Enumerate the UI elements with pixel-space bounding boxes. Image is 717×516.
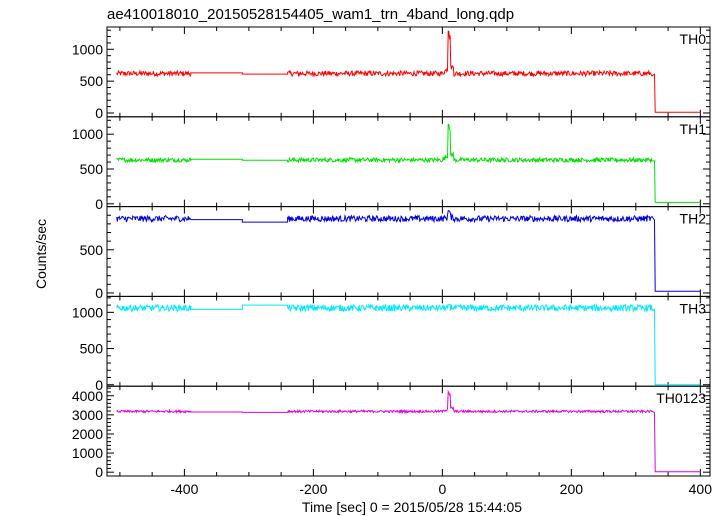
y-tick-label: 0 (95, 377, 103, 393)
panel-th3: 0 500 1000 TH3 (72, 295, 711, 393)
y-tick-label: 4000 (72, 388, 103, 404)
y-tick-label: 2000 (72, 426, 103, 442)
y-tick-label: 0 (95, 105, 103, 121)
panel-frame (106, 116, 711, 208)
panel-frame (106, 385, 711, 477)
y-tick-label: 1000 (72, 41, 103, 57)
panel-th1: 0 500 1000 TH1 (72, 116, 711, 212)
panel-label: TH0 (680, 31, 707, 47)
x-axis-label: Time [sec] 0 = 2015/05/28 15:44:05 (302, 499, 522, 515)
y-tick-label: 500 (80, 161, 104, 177)
x-tick-label: -200 (299, 481, 327, 497)
x-tick-label: 200 (560, 481, 584, 497)
y-axis-label: Counts/sec (33, 219, 49, 289)
y-tick-label: 0 (95, 196, 103, 212)
series-line-th3 (116, 302, 701, 386)
y-tick-label: 1000 (72, 304, 103, 320)
panel-th0123: 0 1000 2000 3000 4000 TH0123 (72, 385, 711, 480)
y-tick-label: 1000 (72, 126, 103, 142)
panel-frame (106, 26, 711, 118)
x-tick-label: 400 (689, 481, 713, 497)
series-line-th0123 (116, 389, 701, 473)
series-line-th1 (116, 123, 701, 203)
panel-th2: 0 500 TH2 (80, 206, 711, 301)
chart-title: ae410018010_20150528154405_wam1_trn_4ban… (107, 6, 514, 23)
panel-label: TH2 (680, 211, 707, 227)
series-line-th2 (116, 210, 701, 292)
x-tick-label: -400 (170, 481, 198, 497)
y-tick-label: 3000 (72, 407, 103, 423)
y-tick-label: 500 (80, 73, 104, 89)
y-tick-label: 0 (95, 464, 103, 480)
x-tick-label: 0 (438, 481, 446, 497)
series-line-th0 (116, 30, 701, 113)
panel-label: TH3 (680, 300, 707, 316)
y-tick-label: 1000 (72, 445, 103, 461)
y-tick-label: 500 (80, 341, 104, 357)
y-tick-label: 500 (80, 242, 104, 258)
y-tick-label: 0 (95, 285, 103, 301)
panel-label: TH0123 (656, 390, 706, 406)
panel-th0: 0 500 1000 TH0 (72, 26, 711, 121)
panels-group: 0 500 1000 TH0 0 500 1000 TH1 0 500 TH2 0 500 1000 TH3… (72, 26, 713, 497)
panel-label: TH1 (680, 121, 707, 137)
